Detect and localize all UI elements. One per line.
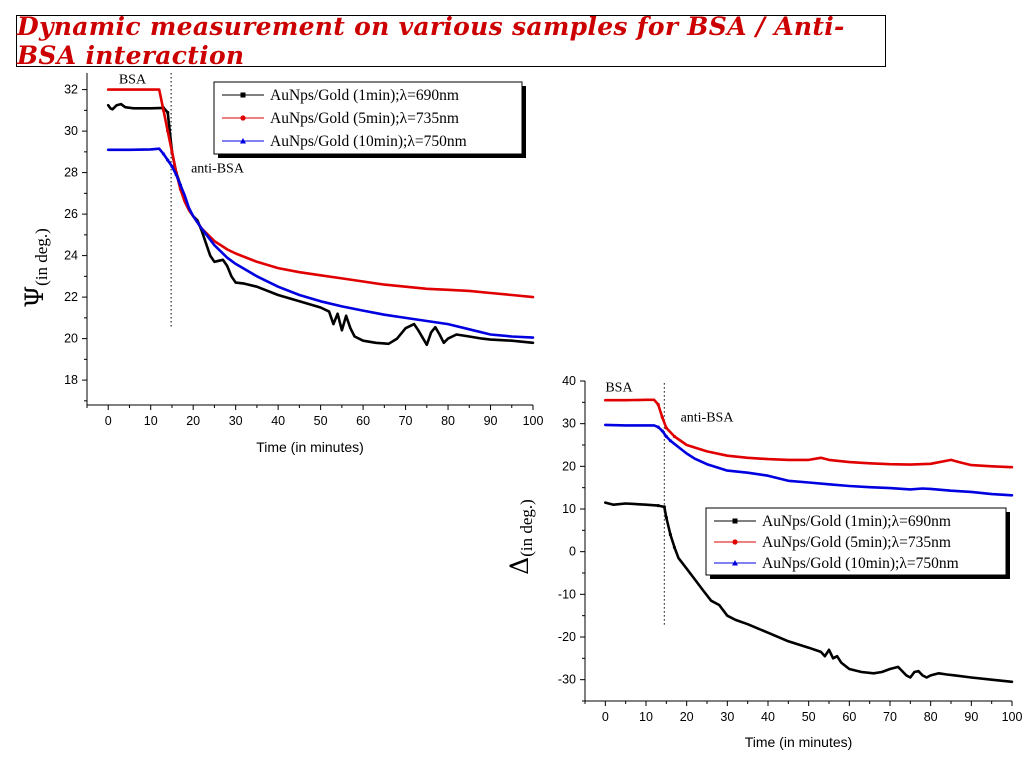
- y-tick-label: -10: [558, 587, 576, 601]
- series-line-3: [603, 423, 1014, 497]
- legend-marker-3: [732, 560, 738, 566]
- y-axis-symbol: Δ: [505, 557, 534, 575]
- series-point-3: [660, 429, 664, 433]
- x-tick-label: 10: [639, 710, 653, 724]
- x-tick-label: 30: [229, 414, 243, 428]
- y-tick-label: 18: [64, 373, 78, 387]
- series-point-3: [174, 173, 178, 177]
- y-tick-label: 22: [64, 290, 78, 304]
- series-point-1: [664, 515, 668, 520]
- legend-marker-2: [732, 539, 738, 545]
- series-line-1: [106, 102, 535, 347]
- series-line-2: [603, 398, 1014, 469]
- x-tick-label: 70: [883, 710, 897, 724]
- title-box: Dynamic measurement on various samples f…: [16, 12, 886, 70]
- x-tick-label: 50: [314, 414, 328, 428]
- y-tick-label: 30: [64, 124, 78, 138]
- x-tick-label: 60: [356, 414, 370, 428]
- series-point-3: [170, 164, 174, 168]
- x-axis-title: Time (in minutes): [256, 439, 364, 455]
- series-point-3: [664, 434, 668, 439]
- y-tick-label: 0: [569, 545, 576, 559]
- y-tick-label: 32: [64, 83, 78, 97]
- y-tick-label: 28: [64, 166, 78, 180]
- series-point-3: [161, 152, 166, 156]
- chart-delta: 0 10 20 30 40 50 60 70 80 90 100 -30 -20 -10 0 10 20 30 40…: [505, 374, 1022, 750]
- y-tick-label: 30: [562, 417, 576, 431]
- legend-label-1: AuNps/Gold (1min);λ=690nm: [270, 87, 459, 104]
- slide-title: Dynamic measurement on various samples f…: [17, 12, 845, 70]
- annotation-label: anti-BSA: [191, 162, 245, 177]
- series-point-2: [166, 129, 170, 133]
- y-axis-unit: (in deg.): [32, 228, 51, 286]
- legend-marker-3: [240, 138, 246, 144]
- x-tick-label: 80: [924, 710, 938, 724]
- series-line-1: [603, 501, 1014, 684]
- series-line-3: [106, 147, 535, 339]
- series-point-3: [668, 439, 673, 443]
- series-point-1: [656, 503, 660, 508]
- x-tick-label: 20: [186, 414, 200, 428]
- x-tick-label: 70: [399, 414, 413, 428]
- x-tick-label: 0: [105, 414, 112, 428]
- x-axis-title: Time (in minutes): [745, 734, 853, 750]
- y-axis-title: Δ(in deg.): [505, 499, 536, 575]
- legend-label-1: AuNps/Gold (1min);λ=690nm: [762, 513, 951, 530]
- x-tick-label: 60: [842, 710, 856, 724]
- series-point-2: [664, 426, 668, 430]
- x-tick-label: 90: [484, 414, 498, 428]
- y-tick-label: 24: [64, 249, 78, 263]
- series-point-2: [161, 108, 166, 112]
- x-tick-label: 80: [441, 414, 455, 428]
- y-tick-label: 20: [64, 332, 78, 346]
- y-axis-title: Ψ(in deg.): [20, 228, 51, 308]
- y-tick-label: -30: [558, 673, 576, 687]
- legend-marker-1: [732, 518, 738, 524]
- series-point-1: [668, 533, 673, 537]
- x-tick-label: 0: [602, 710, 609, 724]
- x-tick-label: 40: [761, 710, 775, 724]
- series-point-3: [178, 183, 183, 187]
- x-tick-label: 90: [964, 710, 978, 724]
- y-axis-symbol: Ψ: [20, 286, 49, 308]
- series-point-2: [170, 150, 174, 154]
- annotation-label: BSA: [605, 381, 633, 396]
- x-tick-label: 10: [144, 414, 158, 428]
- legend-marker-2: [240, 115, 246, 121]
- x-tick-label: 30: [720, 710, 734, 724]
- legend-label-3: AuNps/Gold (10min);λ=750nm: [270, 133, 467, 150]
- annotation-label: BSA: [119, 72, 147, 87]
- y-tick-label: 20: [562, 459, 576, 473]
- series-point-1: [662, 505, 666, 509]
- series-point-3: [656, 425, 660, 429]
- series-line-2: [106, 88, 535, 299]
- series-point-1: [166, 110, 170, 115]
- x-tick-label: 100: [523, 414, 544, 428]
- legend-label-3: AuNps/Gold (10min);λ=750nm: [762, 555, 959, 572]
- legend-label-2: AuNps/Gold (5min);λ=735nm: [270, 110, 459, 127]
- chart-psi: 0 10 20 30 40 50 60 70 80 90 100 18 20 22 24 26 28 30 32 Ti…: [20, 72, 543, 455]
- x-tick-label: 40: [271, 414, 285, 428]
- y-tick-label: -20: [558, 630, 576, 644]
- y-tick-label: 26: [64, 207, 78, 221]
- legend-label-2: AuNps/Gold (5min);λ=735nm: [762, 534, 951, 551]
- annotation-label: anti-BSA: [681, 411, 735, 426]
- x-tick-label: 100: [1002, 710, 1023, 724]
- series-point-3: [166, 158, 170, 162]
- y-tick-label: 10: [562, 502, 576, 516]
- series-point-1: [672, 545, 677, 550]
- y-tick-label: 40: [562, 374, 576, 388]
- series-point-2: [672, 434, 677, 439]
- x-tick-label: 50: [802, 710, 816, 724]
- series-point-2: [660, 415, 664, 419]
- legend-box: [213, 81, 523, 155]
- legend-marker-1: [240, 92, 246, 98]
- series-point-2: [656, 402, 660, 407]
- legend: AuNps/Gold (1min);λ=690nm AuNps/Gold (5mi…: [705, 507, 1010, 579]
- legend: AuNps/Gold (1min);λ=690nm AuNps/Gold (5mi…: [213, 81, 526, 158]
- x-tick-label: 20: [680, 710, 694, 724]
- y-axis-unit: (in deg.): [517, 499, 536, 557]
